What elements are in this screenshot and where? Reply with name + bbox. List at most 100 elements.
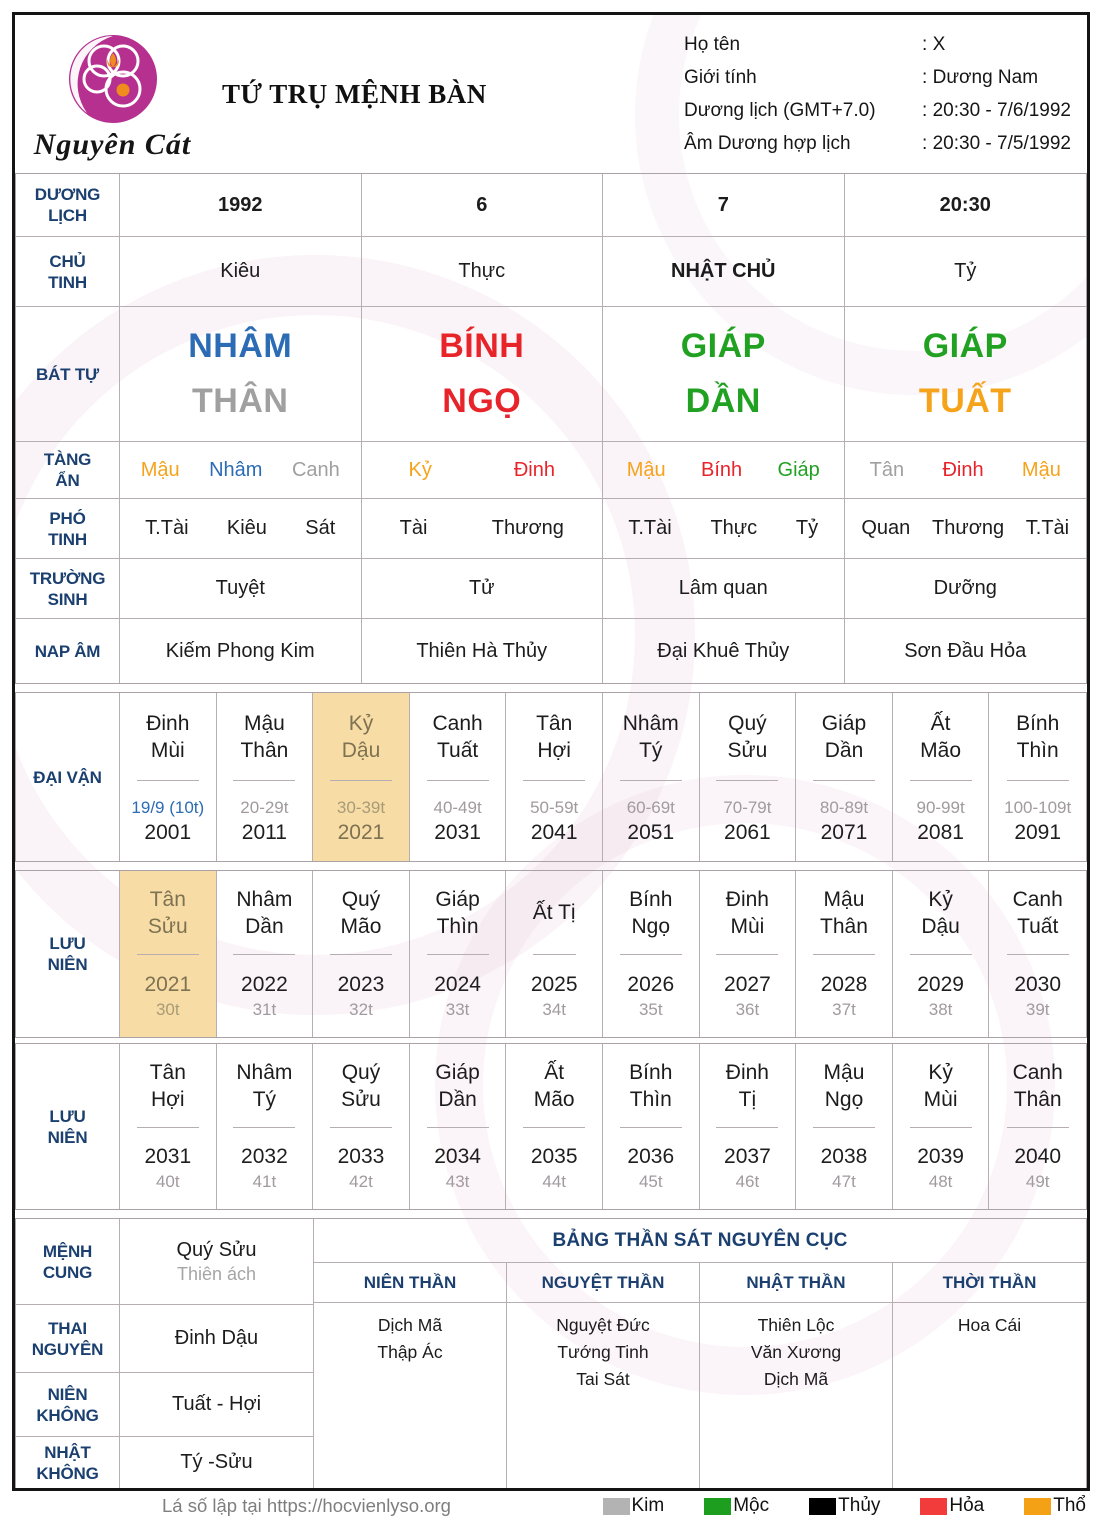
- row-label-duong-lich: DƯƠNG LỊCH: [16, 174, 120, 237]
- period-name: Quý Sửu: [727, 711, 768, 762]
- year-age: 39t: [1025, 999, 1050, 1019]
- period-age: 19/9 (10t): [131, 797, 205, 817]
- period-age: 90-99t: [916, 797, 965, 817]
- info-label: Giới tính: [684, 67, 757, 88]
- tang-an-day: Mậu Bính Giáp: [603, 442, 845, 499]
- period-age: 60-69t: [626, 797, 675, 817]
- hidden-stem: Đinh: [513, 458, 555, 481]
- nap-am-month: Thiên Hà Thủy: [362, 619, 603, 683]
- period-year: 2001: [144, 820, 192, 844]
- year-age: 38t: [928, 999, 953, 1019]
- hidden-stem: Nhâm: [209, 458, 263, 481]
- sub-star: T.Tài: [628, 517, 672, 539]
- truong-sinh-hour: Dưỡng: [844, 559, 1086, 619]
- legend-tho: Thổ: [1024, 1495, 1086, 1517]
- header: Nguyên Cát TỨ TRỤ MỆNH BÀN Họ tên : X Gi…: [15, 15, 1087, 173]
- dai-van-cell: Giáp Dần 80-89t 2071: [796, 693, 893, 861]
- period-age: 30-39t: [336, 797, 386, 817]
- dai-van-cell: Canh Tuất 40-49t 2031: [410, 693, 507, 861]
- nap-am-year: Kiếm Phong Kim: [120, 619, 362, 683]
- bat-tu-day: GIÁP DẦN: [603, 307, 845, 442]
- year-number: 2028: [820, 972, 868, 996]
- year-age: 31t: [252, 999, 277, 1019]
- year-age: 47t: [832, 1172, 856, 1191]
- luu-nien-cell: Bính Ngọ 2026 35t: [603, 871, 700, 1037]
- period-year: 2061: [724, 820, 771, 844]
- year-name: Ất Mão: [533, 1060, 575, 1111]
- pho-tinh-day: T.Tài Thực Tỷ: [603, 499, 845, 559]
- value-main: Đinh Dậu: [174, 1327, 259, 1349]
- year-age: 48t: [928, 1172, 953, 1191]
- row-label-chu-tinh: CHỦ TINH: [16, 237, 120, 307]
- row-label-pho-tinh: PHÓ TINH: [16, 499, 120, 559]
- year-name: Kỷ Mùi: [923, 1060, 958, 1111]
- info-value: : 20:30 - 7/6/1992: [922, 100, 1071, 121]
- bat-tu-hour: GIÁP TUẤT: [844, 307, 1086, 442]
- year-name: Tân Sửu: [147, 887, 188, 938]
- luu-nien-cell: Nhâm Tý 2032 41t: [217, 1044, 314, 1209]
- pho-tinh-month: Tài Thương: [361, 499, 603, 559]
- legend-moc: Mộc: [704, 1495, 769, 1517]
- period-age: 100-109t: [1004, 797, 1072, 817]
- year-number: 2037: [724, 1145, 771, 1168]
- year-number: 2030: [1014, 972, 1062, 996]
- bat-tu-month: BÍNH NGỌ: [361, 307, 603, 442]
- period-name: Canh Tuất: [432, 711, 483, 762]
- earthly-branch: DẦN: [685, 382, 761, 420]
- year-number: 2031: [144, 1145, 192, 1168]
- hoa-color-swatch: [920, 1497, 948, 1515]
- pillar-day-number: 7: [603, 174, 845, 237]
- year-name: Giáp Dần: [435, 1060, 480, 1111]
- sub-star: Thương: [931, 517, 1005, 539]
- star-item: Dịch Mã: [763, 1369, 829, 1389]
- dai-van-cell: Mậu Thân 20-29t 2011: [217, 693, 314, 861]
- year-age: 40t: [155, 1172, 180, 1191]
- year-age: 45t: [638, 1172, 663, 1191]
- luu-nien-cell: Tân Sửu 2021 30t: [120, 871, 217, 1037]
- period-name: Nhâm Tý: [622, 711, 679, 762]
- thuy-color-swatch: [809, 1497, 837, 1515]
- year-age: 30t: [155, 999, 180, 1019]
- info-label: Họ tên: [684, 34, 741, 55]
- year-age: 42t: [349, 1172, 373, 1191]
- tang-an-hour: Tân Đinh Mậu: [844, 442, 1086, 499]
- col-header-nien-than: NIÊN THẦN: [314, 1263, 507, 1302]
- earthly-branch: NGỌ: [442, 382, 522, 420]
- luu-nien-cell: Canh Tuất 2030 39t: [989, 871, 1086, 1037]
- year-number: 2033: [337, 1145, 385, 1168]
- info-row-name: Họ tên : X: [684, 28, 1071, 61]
- year-age: 46t: [735, 1172, 760, 1191]
- dai-van-table: ĐẠI VẬN Đinh Mùi 19/9 (10t) 2001 Mậu Thâ…: [15, 692, 1087, 862]
- hidden-stem: Bính: [700, 458, 743, 481]
- credit-link[interactable]: Lá số lập tại https://hocvienlyso.org: [162, 1495, 451, 1516]
- element-legend: Kim Mộc Thủy Hỏa Thổ: [602, 1495, 1086, 1517]
- footer: Lá số lập tại https://hocvienlyso.org Ki…: [12, 1495, 1090, 1517]
- nguyet-than-items: Nguyệt Đức Tướng Tinh Tai Sát: [507, 1303, 700, 1488]
- year-number: 2023: [337, 972, 385, 996]
- star-item: Thập Ác: [377, 1342, 443, 1362]
- luu-nien-cell: Mậu Ngọ 2038 47t: [796, 1044, 893, 1209]
- period-name: Đinh Mùi: [146, 711, 190, 762]
- star-item: Nguyệt Đức: [556, 1315, 650, 1335]
- year-name: Quý Mão: [340, 887, 382, 938]
- year-number: 2021: [144, 972, 192, 996]
- info-row-lunar-date: Âm Dương hợp lịch : 20:30 - 7/5/1992: [684, 127, 1071, 160]
- year-name: Mậu Thân: [820, 887, 868, 938]
- year-name: Đinh Tị: [725, 1060, 769, 1111]
- info-value: : Dương Nam: [922, 67, 1039, 88]
- star-item: Văn Xương: [750, 1342, 842, 1362]
- row-label-menh-cung: MỆNH CUNG: [16, 1219, 120, 1305]
- dai-van-cell: Bính Thìn 100-109t 2091: [989, 693, 1086, 861]
- year-name: Bính Ngọ: [629, 887, 673, 938]
- truong-sinh-year: Tuyệt: [120, 559, 362, 619]
- year-number: 2035: [530, 1145, 578, 1168]
- year-number: 2022: [241, 972, 288, 996]
- luu-nien-cell: Canh Thân 2040 49t: [989, 1044, 1086, 1209]
- col-header-thoi-than: THỜI THẦN: [942, 1272, 1037, 1292]
- year-age: 37t: [832, 999, 856, 1019]
- dai-van-cell: Tân Hợi 50-59t 2041: [506, 693, 603, 861]
- heavenly-stem: GIÁP: [922, 327, 1008, 365]
- than-sat-headers: NIÊN THẦN NGUYỆT THẦN NHẬT THẦN THỜI THẦ…: [314, 1263, 1086, 1303]
- period-age: 80-89t: [819, 797, 869, 817]
- year-number: 2040: [1014, 1145, 1062, 1168]
